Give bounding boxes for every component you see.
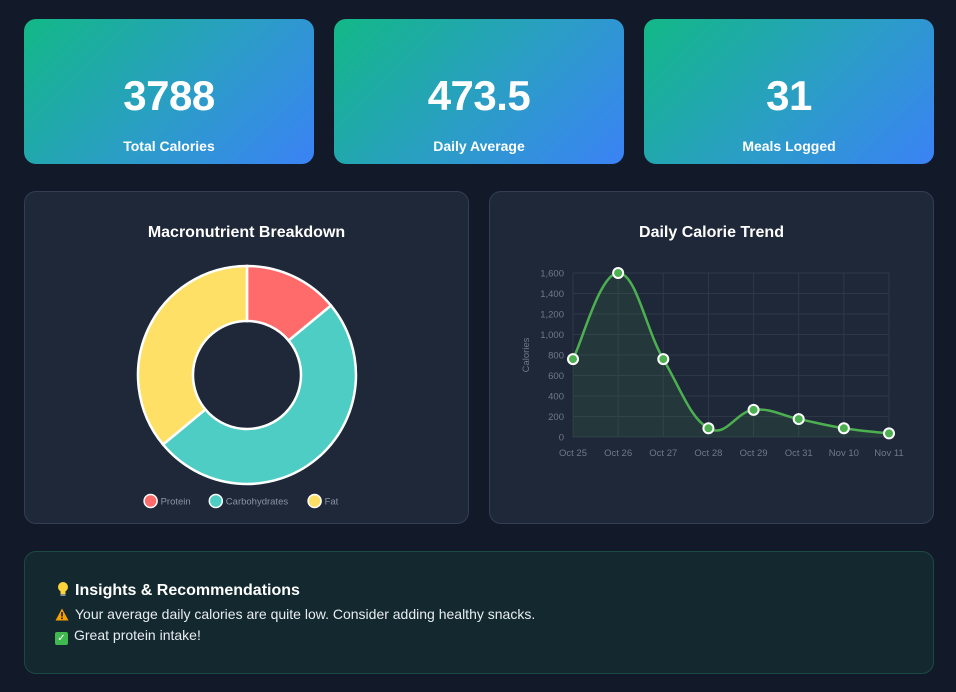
data-point-oct-27 (657, 353, 670, 366)
y-tick-label: 200 (548, 412, 564, 423)
macronutrient-panel: Macronutrient Breakdown Protein Carbohydr… (24, 191, 469, 524)
calorie-trend-line-chart: 0 200 400 600 800 1,000 1,200 1,400 1,600 Oct 25 O… (521, 267, 904, 459)
y-tick-label: 1,000 (540, 330, 564, 341)
legend-label-protein: Protein (161, 497, 191, 508)
check-icon: ✓ (55, 632, 68, 645)
x-tick-label: Nov 10 (829, 448, 859, 459)
y-tick-label: 1,400 (540, 289, 564, 300)
insights-heading: Insights & Recommendations (55, 580, 300, 602)
insight-text: Your average daily calories are quite lo… (75, 606, 536, 622)
insights-title: Insights & Recommendations (75, 582, 300, 599)
stat-card-total-calories: 3788 Total Calories (24, 19, 314, 164)
stat-label: Daily Average (433, 138, 525, 154)
stat-label: Meals Logged (742, 138, 836, 154)
x-tick-label: Oct 27 (649, 448, 677, 459)
warning-icon (55, 608, 69, 621)
data-point-nov-11 (883, 427, 895, 440)
lightbulb-icon (58, 582, 68, 596)
y-axis-label: Calories (521, 337, 532, 372)
y-tick-label: 1,600 (540, 269, 564, 280)
legend-marker-protein (143, 493, 158, 509)
insight-item: ✓ Great protein intake! (55, 626, 201, 645)
x-tick-label: Oct 28 (694, 448, 722, 459)
insights-panel: Insights & Recommendations Your average … (24, 551, 934, 674)
x-tick-label: Oct 29 (740, 448, 768, 459)
data-point-oct-25 (567, 353, 579, 366)
x-tick-label: Oct 26 (604, 448, 632, 459)
legend-marker-fat (307, 493, 322, 509)
stat-value: 3788 (123, 72, 215, 119)
stat-card-daily-average: 473.5 Daily Average (334, 19, 624, 164)
trend-chart-title: Daily Calorie Trend (639, 224, 784, 241)
y-tick-label: 1,200 (540, 310, 564, 321)
y-tick-label: 600 (548, 371, 564, 382)
insight-text: Great protein intake! (74, 627, 201, 643)
legend-label-fat: Fat (325, 497, 339, 508)
data-point-oct-31 (792, 413, 805, 426)
data-point-nov-10 (837, 422, 850, 435)
slice-fat (136, 264, 249, 447)
x-tick-label: Oct 31 (785, 448, 813, 459)
insight-item: Your average daily calories are quite lo… (55, 605, 535, 623)
slice-carbohydrates (161, 303, 358, 486)
stat-value: 31 (766, 72, 812, 119)
y-tick-label: 800 (548, 351, 564, 362)
stat-card-meals-logged: 31 Meals Logged (644, 19, 934, 164)
macronutrient-chart-title: Macronutrient Breakdown (147, 224, 346, 241)
y-tick-label: 400 (548, 392, 564, 403)
stat-label: Total Calories (123, 138, 215, 154)
data-point-oct-28 (702, 422, 715, 435)
macronutrient-donut-chart: Protein Carbohydrates Fat (136, 264, 358, 509)
data-point-oct-26 (612, 267, 625, 279)
x-tick-label: Oct 25 (559, 448, 587, 459)
x-tick-label: Nov 11 (874, 448, 903, 459)
legend-label-carbohydrates: Carbohydrates (226, 497, 289, 508)
calorie-area-fill (573, 273, 889, 437)
y-tick-label: 0 (559, 433, 564, 444)
stat-value: 473.5 (427, 72, 531, 119)
data-point-oct-29 (747, 403, 760, 416)
legend-marker-carbohydrates (208, 493, 224, 509)
calorie-trend-panel: Daily Calorie Trend 0 200 400 600 800 1,000 1,… (489, 191, 934, 524)
